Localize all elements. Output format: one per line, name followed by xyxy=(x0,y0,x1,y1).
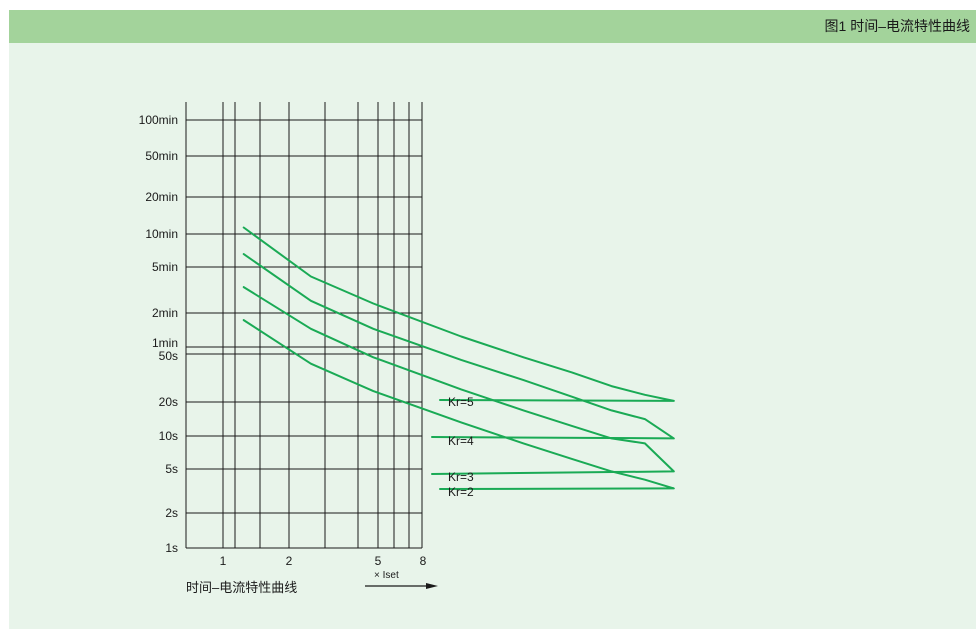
curve-kr-4 xyxy=(242,253,675,440)
y-tick-label: 10min xyxy=(145,227,178,241)
curve-label-kr-2: Kr=2 xyxy=(448,485,474,499)
curves xyxy=(242,226,675,490)
y-tick-label: 10s xyxy=(159,429,178,443)
y-tick-label: 20min xyxy=(145,190,178,204)
curve-kr-5 xyxy=(242,226,675,402)
y-tick-label: 100min xyxy=(139,113,178,127)
x-tick-label: 2 xyxy=(286,554,293,568)
y-tick-label: 2min xyxy=(152,306,178,320)
curve-label-kr-3: Kr=3 xyxy=(448,470,474,484)
chart-panel xyxy=(9,10,976,629)
curve-kr-2 xyxy=(242,319,675,490)
y-tick-label: 5min xyxy=(152,260,178,274)
x-tick-label: 5 xyxy=(375,554,382,568)
y-tick-label: 50min xyxy=(145,149,178,163)
y-tick-label: 20s xyxy=(159,395,178,409)
chart-caption: 时间–电流特性曲线 xyxy=(186,580,297,595)
curve-kr-3 xyxy=(242,286,675,475)
curve-label-kr-5: Kr=5 xyxy=(448,395,474,409)
curve-label-kr-4: Kr=4 xyxy=(448,434,474,448)
y-tick-label: 2s xyxy=(165,506,178,520)
chart-grid xyxy=(185,102,423,549)
x-tick-label: 1 xyxy=(220,554,227,568)
curve-labels: Kr=5 Kr=4 Kr=3Kr=2 xyxy=(448,395,474,499)
y-tick-label: 1min xyxy=(152,336,178,350)
header-bar: 图1 时间–电流特性曲线 xyxy=(9,10,976,43)
x-tick-label: 8 xyxy=(420,554,427,568)
x-axis-labels: 1 2 5 8 xyxy=(220,554,427,568)
y-tick-label: 50s xyxy=(159,349,178,363)
x-unit-label: × Iset xyxy=(374,570,399,581)
x-direction-arrow xyxy=(365,583,438,589)
header-title: 图1 时间–电流特性曲线 xyxy=(824,18,970,34)
y-tick-label: 5s xyxy=(165,462,178,476)
y-tick-label: 1s xyxy=(165,541,178,555)
